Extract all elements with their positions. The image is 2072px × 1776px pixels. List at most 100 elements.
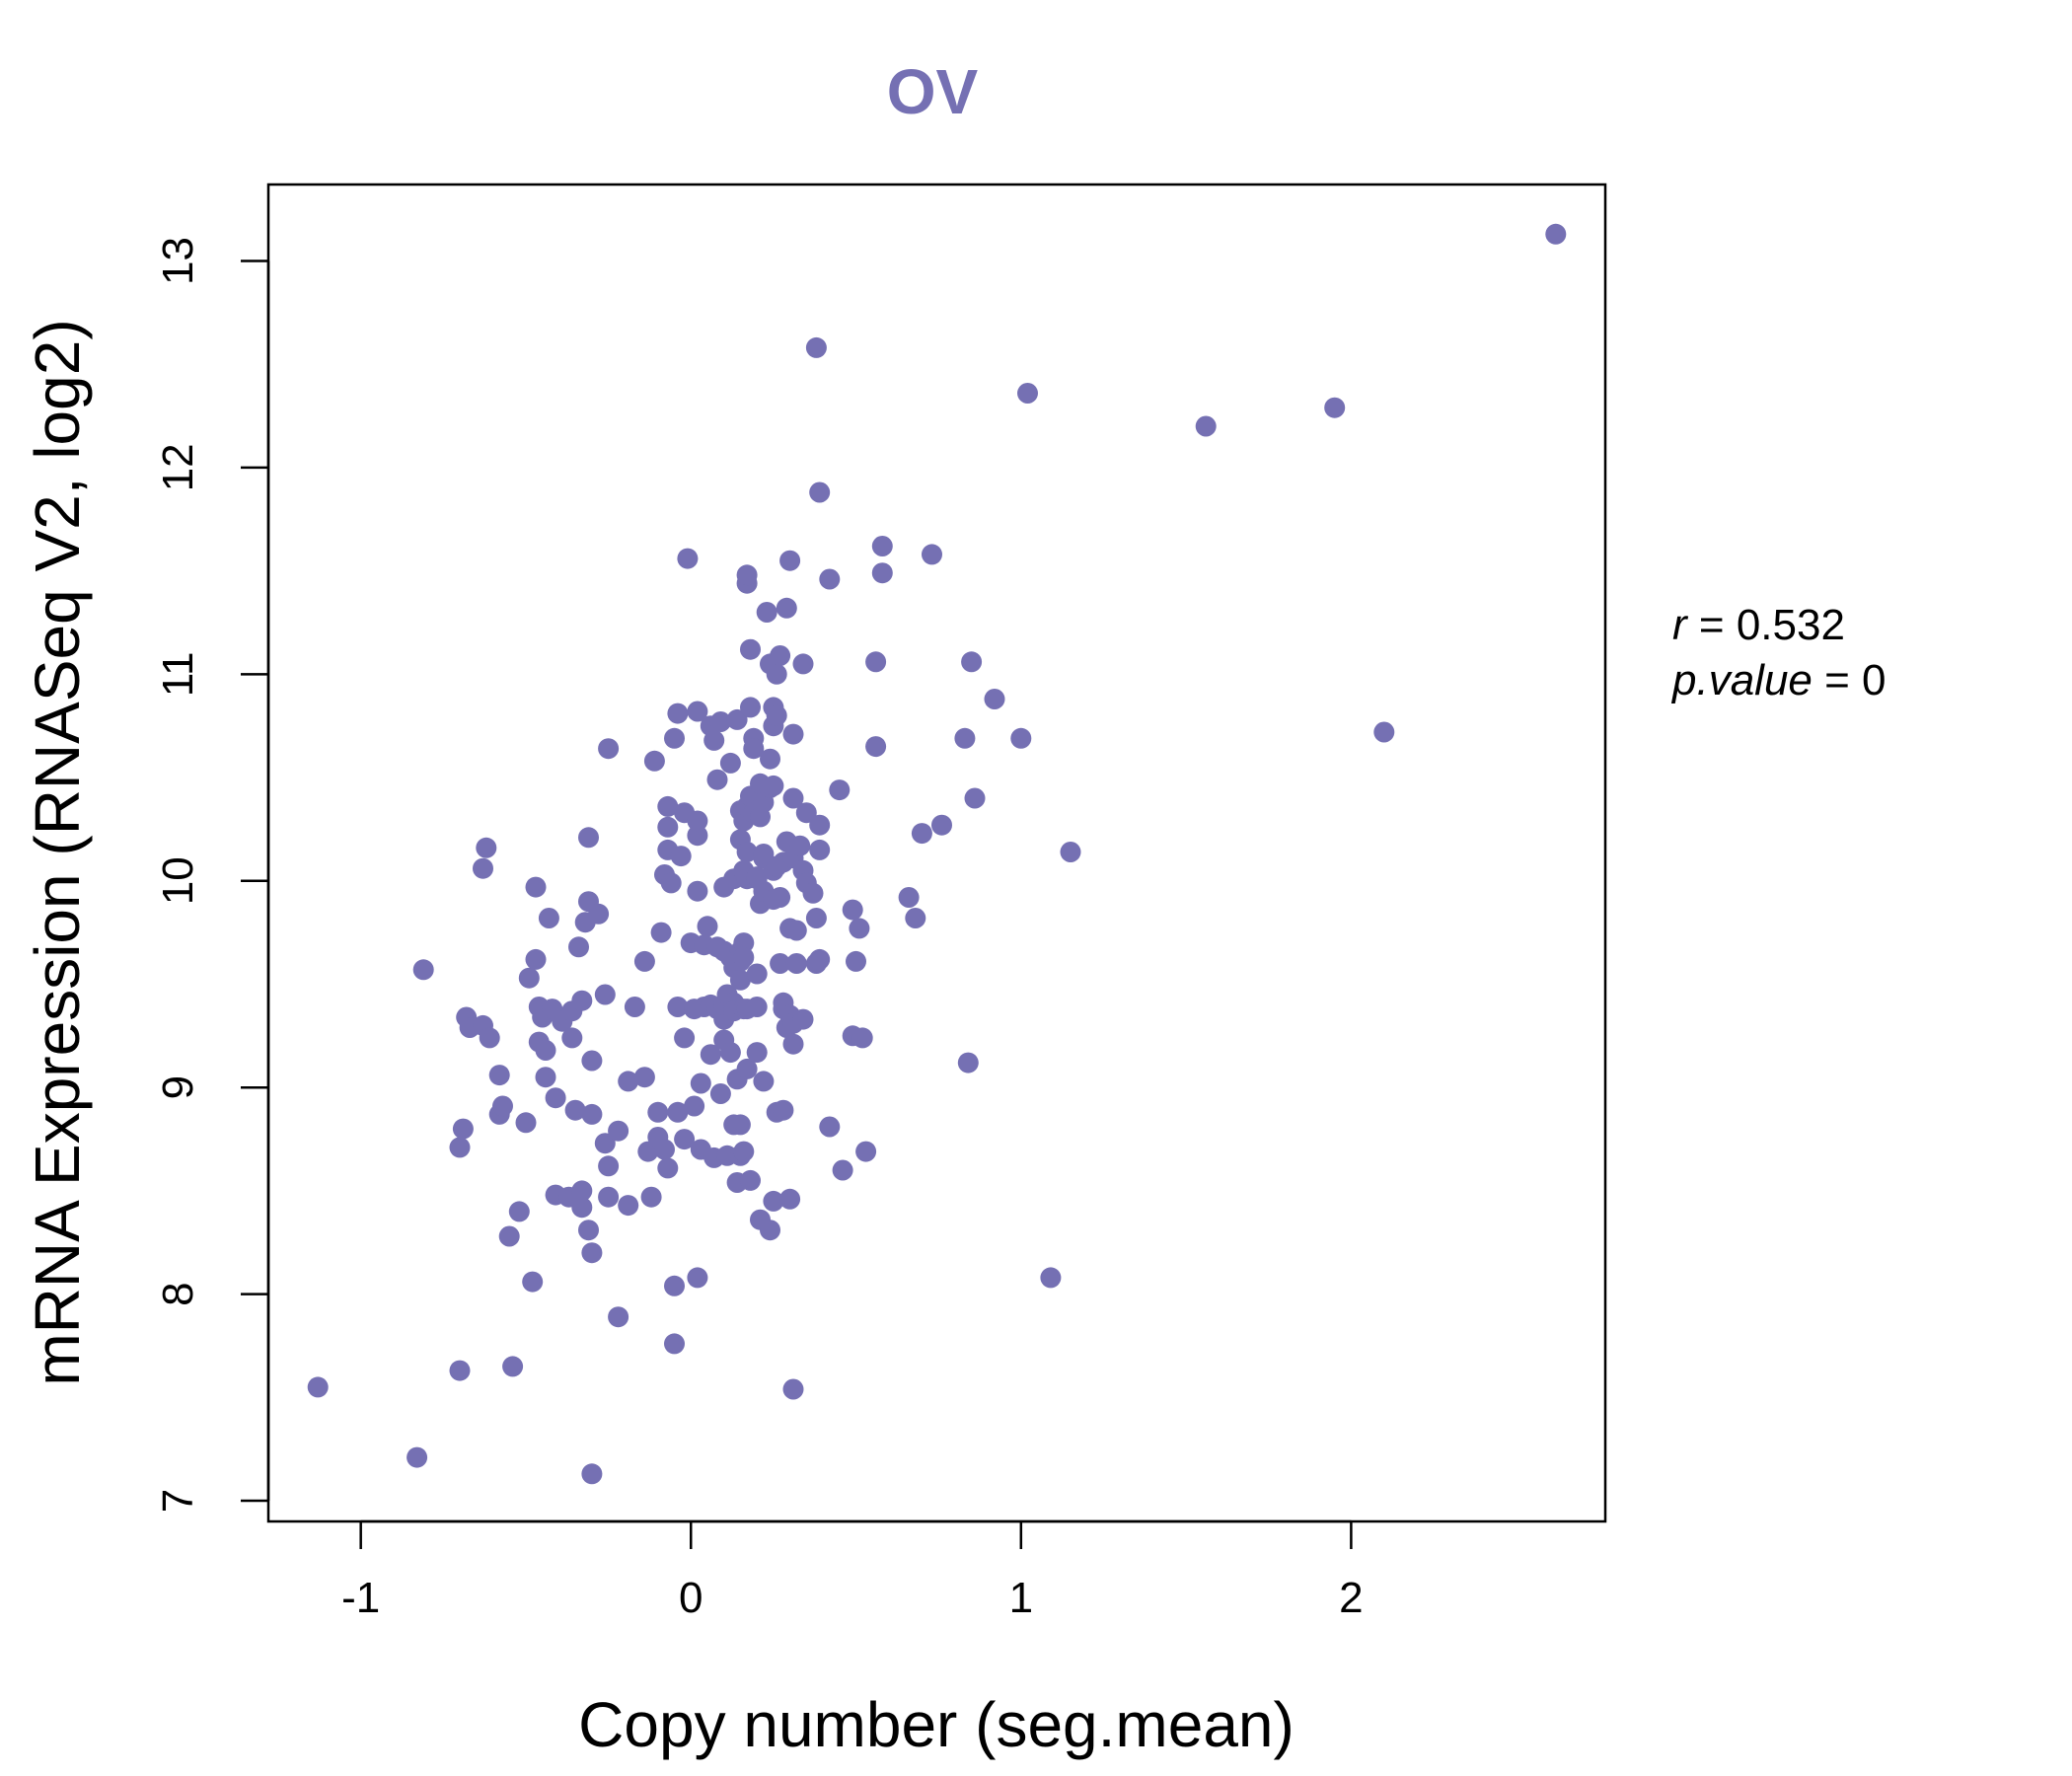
data-point-61 — [633, 950, 655, 972]
data-point-16 — [502, 1356, 524, 1377]
stats-p-label: p.value — [1672, 656, 1813, 704]
x-axis: -1 0 1 2 — [341, 1519, 1364, 1622]
data-point-68 — [654, 1139, 675, 1160]
data-point-40 — [571, 990, 593, 1011]
data-point-219 — [819, 1116, 841, 1138]
data-point-201 — [782, 1378, 804, 1400]
data-point-91 — [687, 810, 708, 832]
data-point-247 — [1195, 415, 1217, 437]
data-point-243 — [1010, 727, 1032, 749]
data-point-95 — [690, 1073, 711, 1094]
x-tick-label-2: 1 — [1009, 1574, 1033, 1622]
data-point-240 — [961, 651, 983, 673]
data-point-26 — [535, 1040, 556, 1061]
data-point-90 — [687, 825, 708, 847]
data-point-198 — [782, 787, 804, 809]
data-point-196 — [779, 1188, 801, 1210]
data-point-233 — [898, 887, 920, 908]
data-point-241 — [964, 787, 986, 809]
data-point-54 — [598, 1186, 620, 1208]
data-point-15 — [498, 1225, 520, 1247]
data-point-146 — [736, 1058, 758, 1079]
data-point-136 — [733, 1141, 755, 1162]
data-point-105 — [706, 769, 728, 790]
data-point-47 — [581, 1242, 603, 1264]
data-point-89 — [687, 1267, 708, 1289]
data-point-185 — [770, 887, 791, 908]
data-point-60 — [633, 1067, 655, 1088]
data-point-52 — [598, 738, 620, 760]
data-point-141 — [736, 842, 758, 862]
y-tick-label-5: 12 — [154, 443, 202, 491]
data-point-28 — [538, 908, 559, 928]
data-point-230 — [865, 736, 887, 758]
data-point-20 — [522, 1271, 544, 1293]
data-point-11 — [479, 1027, 500, 1049]
data-point-242 — [984, 689, 1005, 709]
data-point-220 — [819, 568, 841, 590]
y-tick-label-3: 10 — [154, 856, 202, 905]
data-point-84 — [674, 1027, 696, 1049]
data-point-231 — [871, 536, 893, 556]
data-point-177 — [763, 775, 784, 796]
data-point-195 — [779, 550, 801, 571]
stats-r-label: r — [1672, 601, 1687, 649]
data-point-190 — [776, 597, 797, 619]
data-point-217 — [809, 814, 831, 836]
data-point-246 — [1060, 842, 1081, 862]
data-point-100 — [700, 1044, 721, 1066]
data-point-51 — [594, 1133, 616, 1154]
data-point-79 — [667, 997, 689, 1017]
data-point-133 — [729, 969, 751, 991]
data-point-226 — [849, 918, 870, 939]
data-point-14 — [492, 1095, 513, 1117]
data-point-12 — [488, 1065, 510, 1086]
data-point-102 — [703, 729, 725, 751]
data-point-57 — [618, 1195, 639, 1217]
data-point-227 — [851, 1027, 873, 1049]
data-point-27 — [535, 1067, 556, 1088]
data-point-56 — [608, 1306, 629, 1328]
x-axis-label: Copy number (seg.mean) — [578, 1689, 1295, 1760]
data-point-76 — [664, 1333, 685, 1355]
data-point-21 — [525, 948, 547, 970]
data-point-5 — [452, 1118, 474, 1140]
data-point-88 — [684, 1095, 705, 1117]
data-point-98 — [697, 916, 718, 937]
data-point-179 — [766, 704, 787, 726]
data-point-66 — [647, 1101, 669, 1123]
data-point-154 — [746, 997, 768, 1017]
data-point-182 — [766, 663, 787, 685]
data-point-248 — [1324, 397, 1346, 418]
data-point-34 — [561, 1027, 583, 1049]
data-point-107 — [709, 1083, 731, 1104]
data-point-163 — [753, 1071, 775, 1092]
data-point-216 — [809, 839, 831, 860]
y-tick-label-1: 8 — [154, 1282, 202, 1305]
data-point-36 — [564, 1099, 586, 1121]
data-point-45 — [581, 1050, 603, 1072]
data-point-202 — [782, 723, 804, 745]
data-point-75 — [664, 1275, 685, 1296]
data-point-50 — [594, 984, 616, 1005]
data-point-85 — [677, 548, 699, 569]
data-point-183 — [770, 953, 791, 974]
data-point-238 — [954, 727, 976, 749]
data-point-214 — [805, 908, 827, 928]
data-point-244 — [1017, 383, 1038, 404]
data-point-83 — [674, 1129, 696, 1150]
data-point-205 — [789, 835, 811, 856]
data-point-221 — [829, 779, 851, 801]
data-point-188 — [773, 1099, 794, 1121]
data-point-1 — [407, 1446, 428, 1468]
data-point-77 — [664, 727, 685, 749]
data-point-235 — [911, 823, 932, 845]
data-point-117 — [719, 752, 741, 774]
data-point-59 — [624, 997, 645, 1017]
data-point-80 — [667, 1101, 689, 1123]
data-point-245 — [1040, 1267, 1062, 1289]
data-point-249 — [1373, 721, 1395, 743]
data-point-4 — [449, 1137, 471, 1158]
data-point-215 — [809, 481, 831, 503]
